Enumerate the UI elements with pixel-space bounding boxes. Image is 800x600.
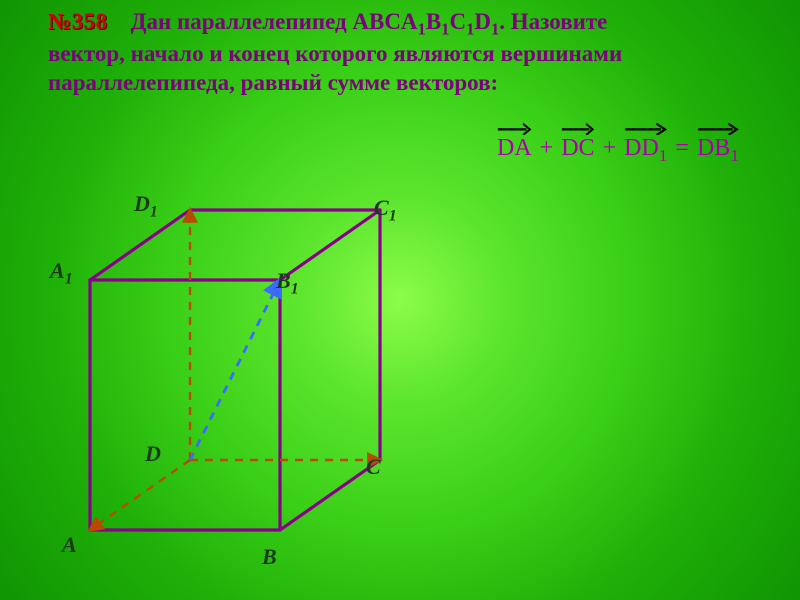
label-C1: C1 bbox=[374, 195, 397, 225]
label-D: D bbox=[145, 441, 161, 467]
solid-edges bbox=[90, 210, 380, 530]
label-A: A bbox=[62, 532, 77, 558]
label-B: B bbox=[262, 544, 277, 570]
label-D1: D1 bbox=[134, 191, 158, 221]
parallelepiped-diagram bbox=[0, 0, 800, 600]
label-B1: B1 bbox=[276, 268, 299, 298]
vectors-group bbox=[90, 210, 380, 530]
label-C: C bbox=[366, 454, 381, 480]
slide-background: №358 Дан параллелепипед ABCA1B1C1D1. Наз… bbox=[0, 0, 800, 600]
label-A1: A1 bbox=[50, 258, 73, 288]
